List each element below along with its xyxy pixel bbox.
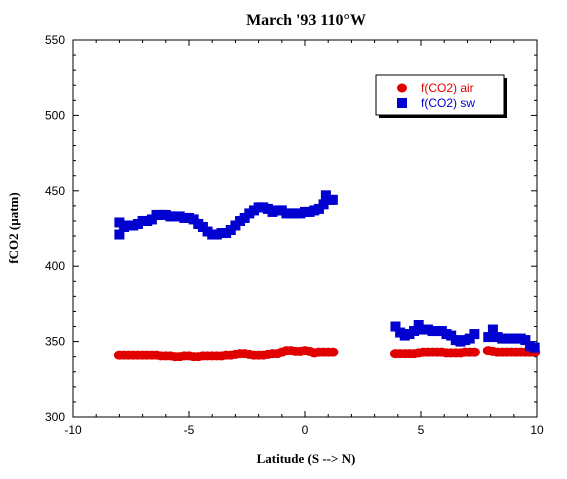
series-1 — [114, 190, 540, 353]
y-tick-label: 550 — [45, 33, 65, 47]
data-point-sw — [318, 199, 329, 210]
x-tick-label: -10 — [64, 423, 82, 437]
data-point-sw — [483, 332, 494, 343]
data-point-sw — [487, 324, 498, 335]
y-tick-label: 300 — [45, 410, 65, 424]
y-tick-label: 500 — [45, 108, 65, 122]
legend-label: f(CO2) sw — [421, 96, 475, 110]
x-tick-label: -5 — [184, 423, 195, 437]
series-0 — [113, 346, 541, 362]
y-tick-label: 350 — [45, 335, 65, 349]
legend-box — [375, 74, 505, 116]
data-point-sw — [390, 321, 401, 332]
legend-marker-air — [397, 83, 407, 93]
data-point-sw — [327, 194, 338, 205]
data-point-air — [327, 347, 339, 357]
y-tick-label: 450 — [45, 184, 65, 198]
data-point-sw — [114, 229, 125, 240]
x-axis-label: Latitude (S --> N) — [257, 451, 356, 466]
data-point-sw — [409, 326, 420, 337]
data-point-air — [468, 347, 480, 357]
data-point-sw — [529, 342, 540, 353]
chart-title: March '93 110°W — [246, 12, 366, 29]
data-point-sw — [469, 329, 480, 340]
x-tick-label: 5 — [418, 423, 425, 437]
legend-marker-sw — [397, 98, 407, 108]
y-tick-label: 400 — [45, 259, 65, 273]
legend-label: f(CO2) air — [421, 81, 474, 95]
x-tick-label: 10 — [530, 423, 544, 437]
y-axis-label: fCO2 (µatm) — [6, 192, 21, 263]
x-tick-label: 0 — [302, 423, 309, 437]
data-point-sw — [520, 335, 531, 346]
